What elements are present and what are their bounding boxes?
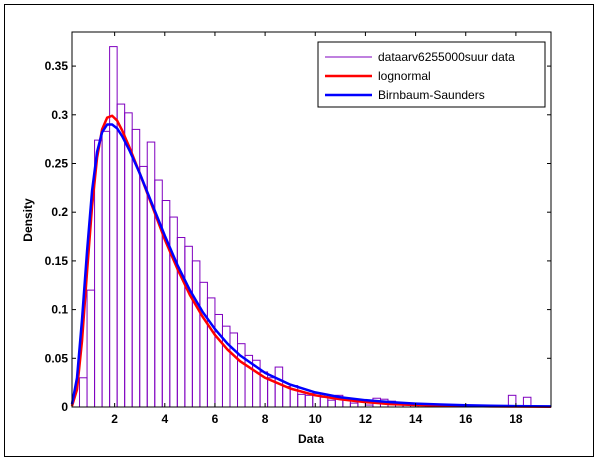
y-tick-label: 0.05	[45, 351, 69, 365]
y-axis-ticks: 0 0.05 0.1 0.15 0.2 0.25 0.3 0.35	[45, 59, 551, 414]
x-tick-label: 10	[309, 412, 323, 426]
legend-label-birnbaum-saunders: Birnbaum-Saunders	[378, 88, 485, 102]
y-tick-label: 0.35	[45, 59, 69, 73]
y-tick-label: 0.25	[45, 156, 69, 170]
x-tick-label: 16	[459, 412, 473, 426]
axes-box	[71, 31, 552, 408]
y-axis-label: Density	[21, 198, 35, 242]
x-tick-label: 6	[212, 412, 219, 426]
x-tick-label: 14	[409, 412, 423, 426]
x-tick-label: 18	[509, 412, 523, 426]
fit-curves	[70, 114, 552, 408]
x-axis-label: Data	[298, 432, 324, 446]
legend-label-lognormal: lognormal	[378, 69, 431, 83]
y-tick-label: 0.3	[51, 108, 68, 122]
x-axis-ticks: 2 4 6 8 10 12 14 16 18	[111, 32, 523, 426]
x-tick-label: 4	[161, 412, 168, 426]
y-tick-label: 0.15	[45, 254, 69, 268]
y-tick-label: 0.1	[51, 303, 68, 317]
y-tick-label: 0.2	[51, 205, 68, 219]
x-tick-label: 2	[111, 412, 118, 426]
legend: dataarv6255000suur data lognormal Birnba…	[317, 41, 546, 108]
y-tick-label: 0	[61, 400, 68, 414]
x-tick-label: 8	[262, 412, 269, 426]
legend-label-histogram: dataarv6255000suur data	[378, 50, 515, 64]
series-line-birnbaum-saunders	[70, 123, 552, 408]
x-tick-label: 12	[359, 412, 373, 426]
